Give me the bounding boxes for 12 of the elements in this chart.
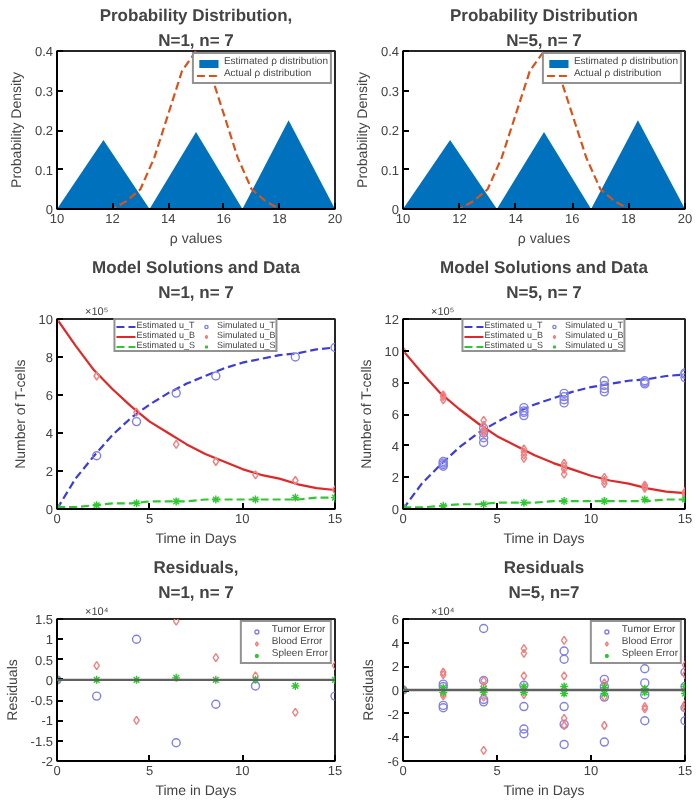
- chart-subtitle: N=5, n= 7: [506, 30, 583, 50]
- chart-title: Residuals: [503, 557, 585, 577]
- chart-subtitle: N=5, n=7: [508, 582, 580, 602]
- chart-title: Probability Distribution: [450, 5, 638, 25]
- chart-title: Model Solutions and Data: [92, 257, 301, 277]
- chart-subtitle: N=1, n= 7: [158, 582, 235, 602]
- chart-subtitle: N=1, n= 7: [158, 282, 235, 302]
- chart-title: Residuals,: [153, 557, 239, 577]
- chart-title: Model Solutions and Data: [440, 257, 649, 277]
- chart-subtitle: N=1, n= 7: [158, 30, 235, 50]
- chart-title: Probability Distribution,: [99, 5, 293, 25]
- chart-subtitle: N=5, n= 7: [506, 282, 583, 302]
